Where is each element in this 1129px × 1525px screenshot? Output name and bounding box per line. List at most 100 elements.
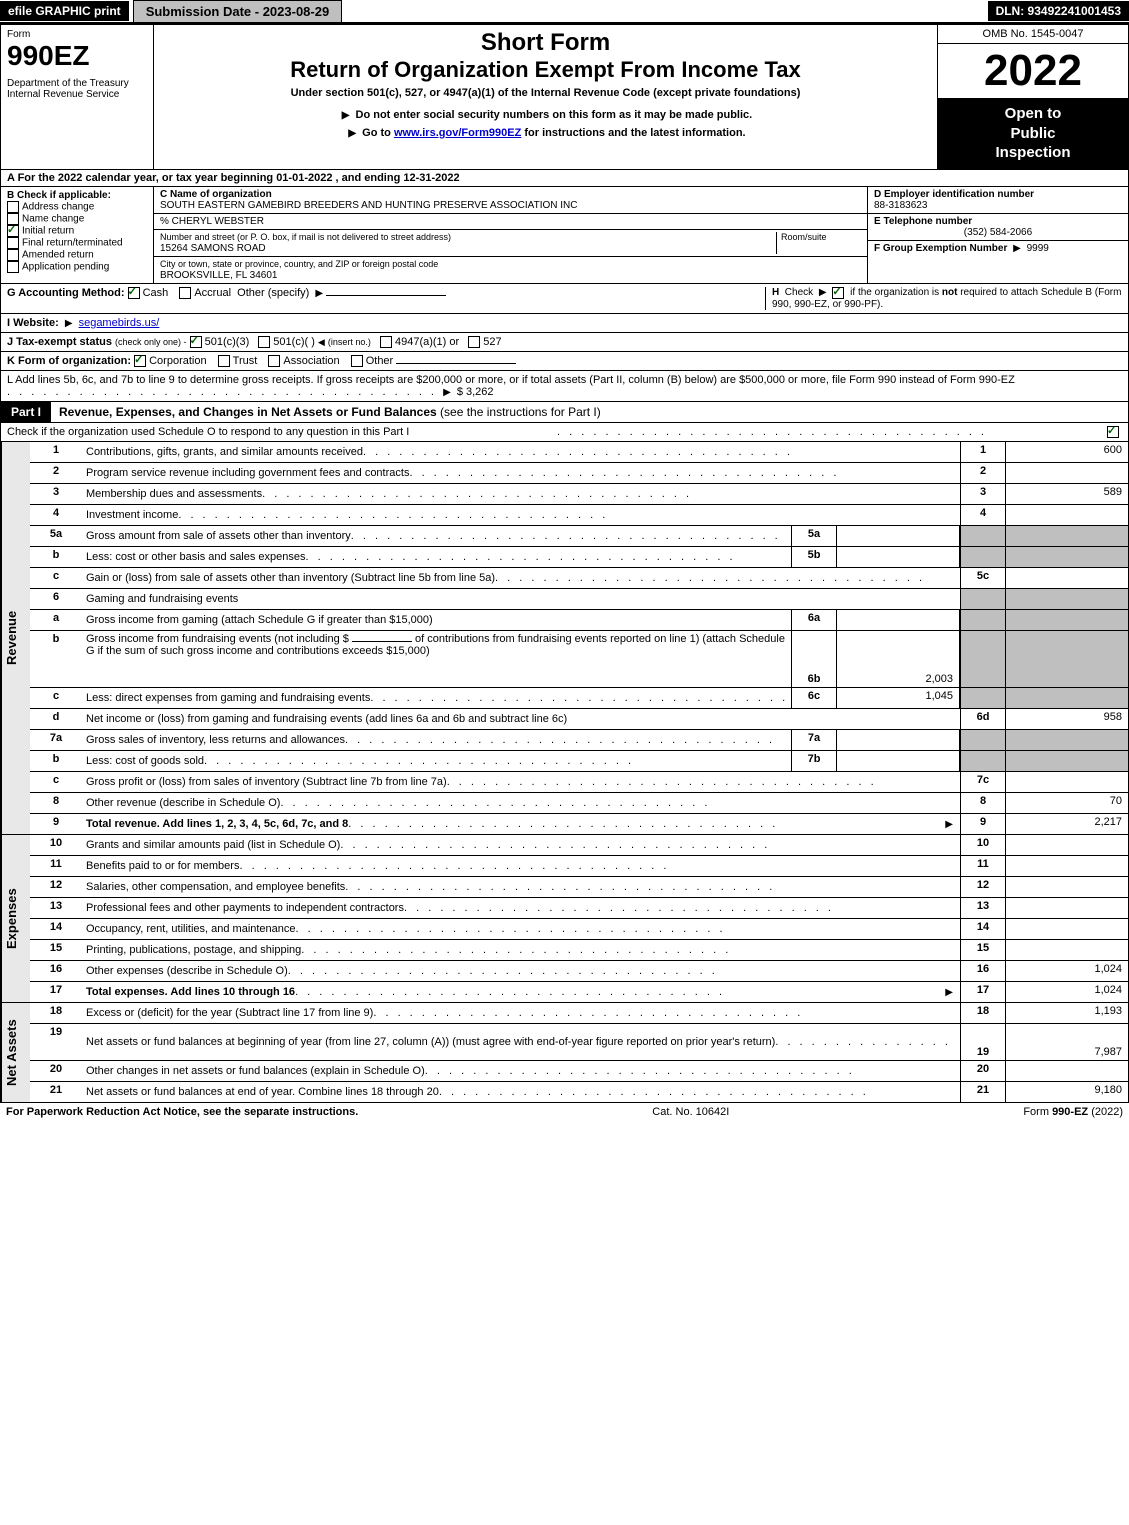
cb-527[interactable] <box>468 336 480 348</box>
return-title: Return of Organization Exempt From Incom… <box>158 57 933 83</box>
row-7c: c Gross profit or (loss) from sales of i… <box>30 772 1128 793</box>
part1-check-line: Check if the organization used Schedule … <box>0 423 1129 442</box>
row-6a: a Gross income from gaming (attach Sched… <box>30 610 1128 631</box>
org-name: SOUTH EASTERN GAMEBIRD BREEDERS AND HUNT… <box>160 200 577 211</box>
cb-accrual[interactable] <box>179 287 191 299</box>
k-label: K Form of organization: <box>7 355 131 367</box>
city-value: BROOKSVILLE, FL 34601 <box>160 270 277 281</box>
row-19: 19 Net assets or fund balances at beginn… <box>30 1024 1128 1061</box>
row-17: 17 Total expenses. Add lines 10 through … <box>30 982 1128 1002</box>
f-label: F Group Exemption Number <box>874 243 1007 254</box>
row-3: 3 Membership dues and assessments 3 589 <box>30 484 1128 505</box>
cb-4947[interactable] <box>380 336 392 348</box>
other-org[interactable] <box>396 363 516 364</box>
arrow-icon <box>339 109 353 121</box>
expenses-side-label: Expenses <box>1 835 30 1002</box>
row-9: 9 Total revenue. Add lines 1, 2, 3, 4, 5… <box>30 814 1128 834</box>
header-right: OMB No. 1545-0047 2022 Open to Public In… <box>937 25 1128 169</box>
val-9: 2,217 <box>1005 814 1128 834</box>
row-6c: c Less: direct expenses from gaming and … <box>30 688 1128 709</box>
dept-label: Department of the Treasury <box>7 78 147 89</box>
form-page: efile GRAPHIC print Submission Date - 20… <box>0 0 1129 1121</box>
open-line1: Open to <box>942 104 1124 124</box>
contrib-amt[interactable] <box>352 641 412 642</box>
dln-label: DLN: 93492241001453 <box>988 1 1129 21</box>
val-2 <box>1005 463 1128 483</box>
cb-schedule-o[interactable] <box>1107 426 1119 438</box>
arrow-icon <box>816 287 830 298</box>
city-label: City or town, state or province, country… <box>160 259 438 269</box>
row-8: 8 Other revenue (describe in Schedule O)… <box>30 793 1128 814</box>
section-bcd: B Check if applicable: Address change Na… <box>0 187 1129 284</box>
b-label: B Check if applicable: <box>7 190 147 201</box>
short-form-title: Short Form <box>158 29 933 57</box>
cb-name-change[interactable]: Name change <box>7 213 147 225</box>
subtitle-3: Go to www.irs.gov/Form990EZ for instruct… <box>158 127 933 139</box>
group-exempt-value: 9999 <box>1027 243 1049 254</box>
l-text: L Add lines 5b, 6c, and 7b to line 9 to … <box>7 374 1015 386</box>
row-6b: b Gross income from fundraising events (… <box>30 631 1128 688</box>
line-l: L Add lines 5b, 6c, and 7b to line 9 to … <box>0 371 1129 402</box>
form-word: Form <box>7 29 147 40</box>
val-1: 600 <box>1005 442 1128 462</box>
cb-501c3[interactable] <box>190 336 202 348</box>
cb-final-return[interactable]: Final return/terminated <box>7 237 147 249</box>
top-bar: efile GRAPHIC print Submission Date - 20… <box>0 0 1129 24</box>
cb-trust[interactable] <box>218 355 230 367</box>
row-21: 21 Net assets or fund balances at end of… <box>30 1082 1128 1102</box>
arrow-icon <box>62 317 76 329</box>
subtitle-1: Under section 501(c), 527, or 4947(a)(1)… <box>158 87 933 99</box>
irs-link[interactable]: www.irs.gov/Form990EZ <box>394 127 521 139</box>
cb-corp[interactable] <box>134 355 146 367</box>
submission-date: Submission Date - 2023-08-29 <box>133 0 343 23</box>
page-footer: For Paperwork Reduction Act Notice, see … <box>0 1103 1129 1121</box>
cb-h[interactable] <box>832 287 844 299</box>
ssn-notice: Do not enter social security numbers on … <box>356 109 753 121</box>
cb-501c[interactable] <box>258 336 270 348</box>
revenue-side-label: Revenue <box>1 442 30 834</box>
open-public-box: Open to Public Inspection <box>938 98 1128 169</box>
cb-other[interactable] <box>351 355 363 367</box>
row-5b: b Less: cost or other basis and sales ex… <box>30 547 1128 568</box>
val-4 <box>1005 505 1128 525</box>
row-5a: 5a Gross amount from sale of assets othe… <box>30 526 1128 547</box>
row-7a: 7a Gross sales of inventory, less return… <box>30 730 1128 751</box>
other-specify[interactable] <box>326 295 446 296</box>
c-label: C Name of organization <box>160 189 272 200</box>
row-15: 15 Printing, publications, postage, and … <box>30 940 1128 961</box>
part1-label: Part I <box>1 402 51 422</box>
val-6d: 958 <box>1005 709 1128 729</box>
row-14: 14 Occupancy, rent, utilities, and maint… <box>30 919 1128 940</box>
cb-amended-return[interactable]: Amended return <box>7 249 147 261</box>
ein-value: 88-3183623 <box>874 200 927 211</box>
i-label: I Website: <box>7 317 62 329</box>
cb-assoc[interactable] <box>268 355 280 367</box>
website-link[interactable]: segamebirds.us/ <box>79 317 160 329</box>
line-gh: G Accounting Method: Cash Accrual Other … <box>0 284 1129 314</box>
l-value: $ 3,262 <box>457 386 494 398</box>
val-21: 9,180 <box>1005 1082 1128 1102</box>
cb-app-pending[interactable]: Application pending <box>7 261 147 273</box>
footer-center: Cat. No. 10642I <box>358 1106 1023 1118</box>
cb-initial-return[interactable]: Initial return <box>7 225 147 237</box>
row-5c: c Gain or (loss) from sale of assets oth… <box>30 568 1128 589</box>
row-20: 20 Other changes in net assets or fund b… <box>30 1061 1128 1082</box>
cb-address-change[interactable]: Address change <box>7 201 147 213</box>
irs-label: Internal Revenue Service <box>7 89 147 100</box>
row-7b: b Less: cost of goods sold 7b <box>30 751 1128 772</box>
col-c: C Name of organization SOUTH EASTERN GAM… <box>154 187 868 283</box>
val-19: 7,987 <box>1005 1024 1128 1060</box>
arrow-icon <box>942 818 956 830</box>
val-5c <box>1005 568 1128 588</box>
row-11: 11 Benefits paid to or for members 11 <box>30 856 1128 877</box>
row-10: 10 Grants and similar amounts paid (list… <box>30 835 1128 856</box>
g-label: G Accounting Method: <box>7 287 125 299</box>
cb-cash[interactable] <box>128 287 140 299</box>
net-assets-side-label: Net Assets <box>1 1003 30 1102</box>
room-label: Room/suite <box>781 232 827 242</box>
open-line2: Public <box>942 124 1124 144</box>
line-i: I Website: segamebirds.us/ <box>0 314 1129 333</box>
row-16: 16 Other expenses (describe in Schedule … <box>30 961 1128 982</box>
street-value: 15264 SAMONS ROAD <box>160 243 266 254</box>
footer-left: For Paperwork Reduction Act Notice, see … <box>6 1106 358 1118</box>
